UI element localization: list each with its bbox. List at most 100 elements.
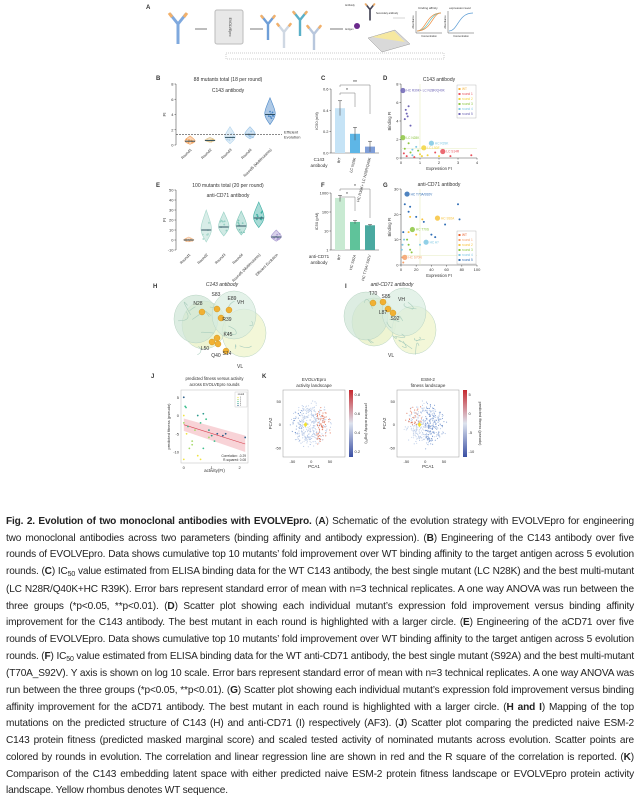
embedding-point (438, 420, 440, 422)
mutation-sphere (225, 306, 233, 314)
embedding-point (307, 426, 309, 428)
embedding-point (422, 432, 424, 434)
embedding-point (411, 411, 413, 413)
legend-box (456, 84, 477, 119)
significance-bracket (339, 84, 371, 114)
data-point (251, 136, 254, 139)
caption-segment: 50 (67, 571, 76, 579)
embedding-point (422, 408, 424, 410)
embedding-point (312, 430, 314, 432)
embedding-point (317, 432, 319, 434)
caption-segment: ( (311, 516, 319, 527)
protein-loop (178, 311, 189, 322)
protein-loop (249, 320, 254, 326)
tick-label: 100 (474, 267, 481, 272)
mutation-sphere (222, 347, 230, 355)
embedding-point (315, 434, 317, 437)
embedding-point (434, 421, 436, 423)
embedding-point (313, 426, 315, 428)
embedding-point (309, 443, 311, 445)
data-point (211, 138, 214, 141)
category-label: HC S92A (349, 254, 357, 271)
embedding-point (305, 427, 307, 429)
mutation-sphere (379, 298, 387, 306)
embedding-point (301, 423, 303, 425)
embedding-point (426, 439, 428, 441)
embedding-point (427, 435, 429, 438)
data-point (202, 238, 205, 240)
data-point (271, 111, 274, 114)
embedding-point (302, 427, 305, 429)
data-point (191, 443, 194, 446)
significance-mark: * (346, 88, 348, 94)
embedding-point (318, 422, 320, 425)
best-mutant-point (400, 87, 406, 94)
embedding-point (412, 427, 414, 429)
embedding-point (406, 427, 408, 429)
regression-line (183, 424, 246, 445)
embedding-point (415, 427, 417, 429)
embedding-point (309, 428, 312, 430)
embedding-point (325, 419, 327, 421)
embedding-point (310, 407, 312, 409)
embedding-point (317, 414, 319, 417)
embedding-point (319, 432, 321, 434)
caption-bold-segment: B (426, 532, 434, 544)
data-point (415, 145, 418, 148)
embedding-point (424, 410, 426, 412)
panel-title: 100 mutants total (20 per round) (192, 183, 264, 189)
category-label: LC N28K (349, 157, 357, 173)
embedding-point (408, 414, 410, 416)
caption-bold-segment: A (318, 516, 326, 527)
panel-label-I: I (345, 284, 347, 290)
binding-curve (448, 12, 474, 32)
antibody-arm (168, 13, 188, 44)
embedding-point (425, 417, 427, 419)
data-point (278, 237, 281, 240)
caption-bold-segment: C (44, 566, 52, 578)
caption-bold-segment: H and I (506, 701, 542, 713)
embedding-point (442, 432, 444, 434)
embedding-point (438, 415, 440, 417)
embedding-point (420, 412, 423, 414)
y-axis-label: PCA2 (382, 417, 387, 429)
threshold-label: Efficient (284, 129, 299, 134)
embedding-point (312, 408, 314, 410)
embedding-point (416, 406, 418, 408)
protein-loop (234, 344, 237, 349)
tick-label: 0.2 (323, 129, 329, 134)
embedding-point (309, 409, 311, 411)
correlation-stat: Correlation: -0.29 (221, 454, 246, 458)
data-point (276, 233, 279, 236)
embedding-point (321, 415, 323, 418)
mutation-sphere (217, 314, 225, 322)
embedding-point (325, 416, 327, 418)
embedding-point (309, 440, 311, 442)
embedding-point (433, 416, 435, 418)
bar-1 (335, 197, 345, 250)
embedding-point (428, 437, 430, 439)
embedding-point (306, 415, 308, 417)
legend-entry: 3 (240, 401, 242, 403)
bar-2 (350, 221, 360, 250)
protein-loop (239, 345, 252, 348)
embedding-point (430, 433, 432, 435)
embedding-point (429, 415, 431, 417)
best-mutant-point (400, 135, 406, 141)
embedding-point (420, 437, 423, 439)
tick-label: 10 (169, 228, 174, 233)
embedding-point (411, 419, 413, 421)
data-point (182, 458, 185, 461)
legend-swatch (458, 249, 461, 251)
legend-entry: round 3 (462, 102, 473, 106)
caption-segment: ) Schematic of the evolution strategy wi… (6, 516, 634, 544)
embedding-point (329, 426, 331, 428)
tick-label: 2 (438, 160, 441, 165)
embedding-point (425, 437, 427, 439)
embedding-point (318, 434, 320, 436)
embedding-point (441, 433, 443, 435)
x-axis-label: activity(FI) (204, 468, 225, 473)
embedding-point (305, 439, 307, 441)
category-label: WT (337, 254, 343, 261)
embedding-point (410, 418, 412, 420)
